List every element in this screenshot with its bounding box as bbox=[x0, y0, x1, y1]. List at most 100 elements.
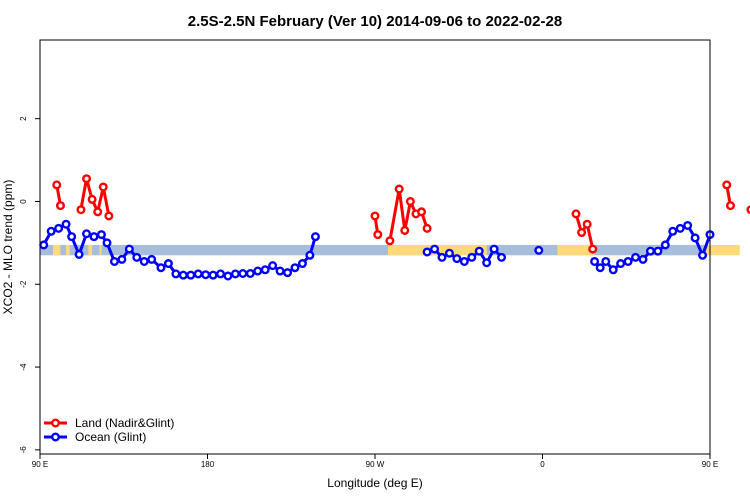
data-point bbox=[616, 259, 626, 269]
data-point bbox=[623, 256, 633, 266]
band-land-segment bbox=[53, 244, 61, 256]
x-tick-label: 0 bbox=[540, 460, 545, 469]
data-point bbox=[290, 263, 300, 273]
series-land-nadir-glint- bbox=[52, 174, 750, 254]
series-line bbox=[574, 213, 595, 250]
data-point bbox=[489, 244, 499, 254]
data-point bbox=[253, 266, 263, 276]
data-point bbox=[571, 209, 581, 219]
data-point bbox=[275, 266, 285, 276]
data-point bbox=[577, 228, 587, 238]
data-point bbox=[452, 254, 462, 264]
data-point bbox=[645, 246, 655, 256]
data-point bbox=[193, 269, 203, 279]
data-point bbox=[52, 180, 62, 190]
data-point bbox=[82, 229, 92, 239]
data-point bbox=[163, 259, 173, 269]
band-ocean bbox=[40, 244, 710, 256]
data-point bbox=[417, 207, 427, 217]
y-tick-label: 2 bbox=[19, 116, 28, 121]
data-point bbox=[238, 268, 248, 278]
data-point bbox=[139, 256, 149, 266]
data-point bbox=[74, 249, 84, 259]
data-point bbox=[76, 205, 86, 215]
data-point bbox=[305, 250, 315, 260]
y-axis: 2 0 -2 -4 -6 bbox=[19, 116, 40, 454]
data-point bbox=[223, 271, 233, 281]
legend: Land (Nadir&Glint)Ocean (Glint) bbox=[44, 416, 174, 444]
x-tick-label: 90 E bbox=[32, 460, 48, 469]
data-point bbox=[61, 219, 71, 229]
data-point bbox=[297, 259, 307, 269]
legend-marker bbox=[51, 432, 61, 442]
data-point bbox=[467, 252, 477, 262]
band-land-segment bbox=[66, 244, 70, 256]
data-point bbox=[98, 182, 108, 192]
data-point bbox=[283, 268, 293, 278]
data-point bbox=[147, 254, 157, 264]
data-point bbox=[444, 248, 454, 258]
data-point bbox=[631, 252, 641, 262]
data-point bbox=[230, 269, 240, 279]
y-axis-label: XCO2 - MLO trend (ppm) bbox=[1, 180, 15, 315]
data-point bbox=[497, 252, 507, 262]
data-point bbox=[109, 256, 119, 266]
data-point bbox=[675, 223, 685, 233]
x-tick-label: 180 bbox=[201, 460, 215, 469]
data-point bbox=[437, 252, 447, 262]
data-point bbox=[102, 238, 112, 248]
data-point bbox=[590, 256, 600, 266]
band-land-segment bbox=[557, 244, 595, 256]
data-point bbox=[260, 265, 270, 275]
x-tick-label: 90 E bbox=[702, 460, 718, 469]
data-point bbox=[245, 268, 255, 278]
data-point bbox=[82, 174, 92, 184]
data-point bbox=[186, 270, 196, 280]
data-point bbox=[474, 246, 484, 256]
series-line bbox=[79, 178, 111, 217]
data-point bbox=[459, 256, 469, 266]
data-point bbox=[268, 261, 278, 271]
y-tick-label: 0 bbox=[19, 199, 28, 204]
chart-title: 2.5S-2.5N February (Ver 10) 2014-09-06 t… bbox=[188, 13, 562, 30]
y-tick-label: -2 bbox=[19, 280, 28, 288]
data-point bbox=[725, 201, 735, 211]
data-point bbox=[582, 219, 592, 229]
data-point bbox=[54, 223, 64, 233]
data-point bbox=[55, 201, 65, 211]
x-axis-label: Longitude (deg E) bbox=[327, 476, 422, 490]
data-point bbox=[39, 240, 49, 250]
data-point bbox=[208, 270, 218, 280]
band-land-segment bbox=[704, 244, 740, 256]
legend-label: Ocean (Glint) bbox=[75, 430, 146, 444]
data-point bbox=[595, 263, 605, 273]
data-point bbox=[171, 269, 181, 279]
data-point bbox=[653, 246, 663, 256]
data-point bbox=[104, 211, 114, 221]
data-point bbox=[588, 244, 598, 254]
data-point bbox=[722, 180, 732, 190]
data-point bbox=[422, 247, 432, 257]
data-point bbox=[124, 244, 134, 254]
y-tick-label: -6 bbox=[19, 446, 28, 454]
series-ocean-glint- bbox=[39, 219, 715, 281]
data-point bbox=[482, 258, 492, 268]
data-point bbox=[216, 269, 226, 279]
data-point bbox=[608, 265, 618, 275]
data-point bbox=[93, 207, 103, 217]
data-point bbox=[534, 245, 544, 255]
x-tick-label: 90 W bbox=[366, 460, 385, 469]
data-point bbox=[746, 205, 750, 215]
data-point bbox=[96, 230, 106, 240]
x-axis: 90 E 180 90 W 0 90 E bbox=[32, 454, 718, 469]
data-point bbox=[690, 233, 700, 243]
data-point bbox=[87, 194, 97, 204]
data-point bbox=[422, 223, 432, 233]
data-point bbox=[156, 263, 166, 273]
data-point bbox=[89, 232, 99, 242]
band-land-segment bbox=[88, 244, 93, 256]
data-point bbox=[430, 244, 440, 254]
data-point bbox=[67, 232, 77, 242]
data-point bbox=[370, 211, 380, 221]
